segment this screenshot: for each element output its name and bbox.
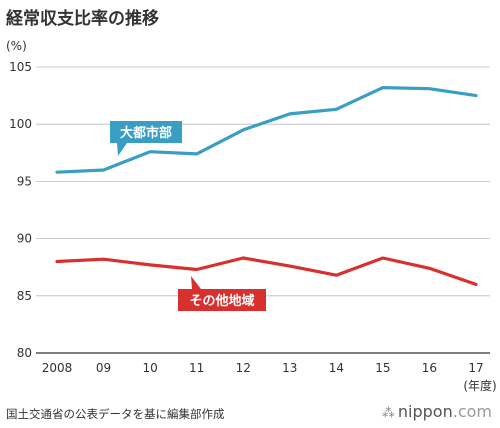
y-axis-unit: (%) <box>6 39 27 53</box>
logo-suffix: .com <box>452 402 492 421</box>
x-tick-label: 16 <box>422 361 437 375</box>
series-label-1: 大都市部 <box>110 121 182 156</box>
series-label-2: その他地域 <box>178 276 266 311</box>
series-label-2-box <box>178 289 266 311</box>
nippon-logo-mark-icon: ⁂ <box>381 406 395 421</box>
series-line-2 <box>55 256 478 286</box>
x-axis-label: (年度) <box>463 378 496 393</box>
series-label-1-box <box>110 121 182 143</box>
x-tick-label: 12 <box>236 361 251 375</box>
series-label-2-pointer <box>191 276 201 289</box>
x-tick-label: 11 <box>189 361 204 375</box>
x-tick-label: 10 <box>142 361 157 375</box>
series-label-2-text: その他地域 <box>189 293 254 309</box>
y-tick-label: 80 <box>17 346 32 360</box>
logo-text: nippon <box>397 402 453 421</box>
y-tick-label: 105 <box>9 60 32 74</box>
chart-title: 経常収支比率の推移 <box>6 9 159 29</box>
y-tick-label: 100 <box>9 117 32 131</box>
x-tick-label: 13 <box>282 361 297 375</box>
series-line-1 <box>55 85 478 174</box>
x-tick-label: 14 <box>329 361 344 375</box>
x-tick-label: 15 <box>375 361 390 375</box>
series-label-1-text: 大都市部 <box>120 125 172 141</box>
y-tick-label: 95 <box>17 174 32 188</box>
y-tick-label: 90 <box>17 232 32 246</box>
series-label-1-pointer <box>117 143 127 156</box>
y-tick-label: 85 <box>17 289 32 303</box>
line-chart: 80 85 90 95 100 105 2008 09 10 11 12 13 14 15 16 17 (年度)… <box>9 60 497 393</box>
x-tick-label: 09 <box>96 361 111 375</box>
nippon-logo[interactable]: ⁂ nippon.com <box>382 402 492 421</box>
x-tick-label: 17 <box>468 361 483 375</box>
x-tick-label: 2008 <box>42 361 73 375</box>
source-note: 国土交通省の公表データを基に編集部作成 <box>6 407 225 421</box>
